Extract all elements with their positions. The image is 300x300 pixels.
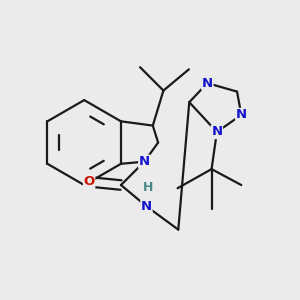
Text: N: N xyxy=(139,155,150,168)
Text: N: N xyxy=(211,125,222,139)
Text: N: N xyxy=(236,109,247,122)
Text: N: N xyxy=(202,76,213,90)
Text: N: N xyxy=(141,200,152,213)
Text: H: H xyxy=(143,181,154,194)
Text: O: O xyxy=(83,175,95,188)
